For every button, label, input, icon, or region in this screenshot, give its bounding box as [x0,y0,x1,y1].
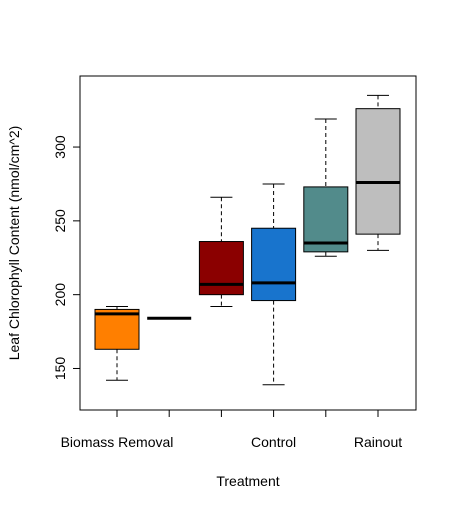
box-group [198,196,244,307]
boxes-layer [94,94,401,386]
box-group [303,118,349,257]
iqr-box [355,108,401,235]
iqr-box [251,227,297,302]
iqr-box [198,241,244,296]
y-axis-title: Leaf Chlorophyll Content (nmol/cm^2) [6,126,22,361]
iqr-box [94,308,140,350]
x-tick-label: Control [251,434,296,450]
y-tick-label: 200 [52,283,68,307]
x-axis: Biomass Removal Control Rainout [61,409,402,450]
iqr-box [303,186,349,253]
box-group [94,305,140,381]
y-tick-label: 250 [52,209,68,233]
x-tick-label: Rainout [354,434,402,450]
y-tick-label: 150 [52,357,68,381]
x-axis-title: Treatment [216,473,279,489]
box-group [355,94,401,251]
box-group [251,183,297,386]
y-tick-label: 300 [52,135,68,159]
x-tick-label: Biomass Removal [61,434,174,450]
y-axis: 150 200 250 300 [52,135,81,381]
